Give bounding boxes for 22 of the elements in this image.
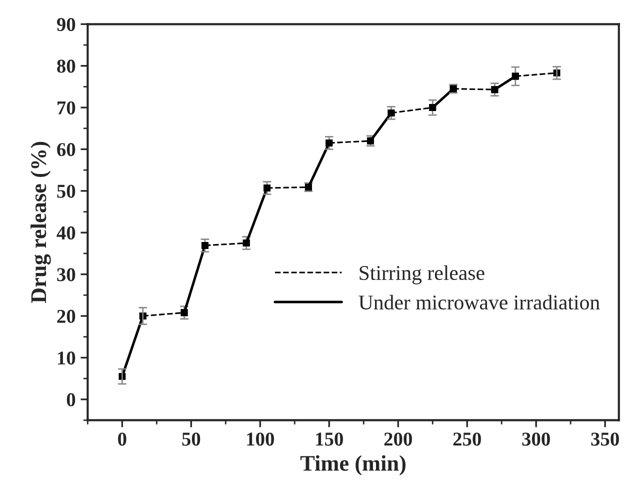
y-tick-label: 80 (57, 60, 76, 73)
x-tick-label: 0 (118, 432, 126, 446)
y-tick-label: 20 (57, 310, 76, 323)
x-tick-label: 150 (316, 432, 343, 446)
x-tick-label: 250 (453, 432, 481, 446)
legend-label: Stirring release (360, 265, 484, 284)
y-tick-label: 30 (57, 268, 76, 282)
x-axis-title: Time (min) (300, 455, 406, 476)
y-tick-label: 60 (57, 143, 76, 156)
x-tick-label: 100 (247, 432, 274, 446)
y-tick-label: 0 (66, 393, 76, 406)
legend-label: Under microwave irradiation (358, 294, 600, 310)
x-tick-label: 200 (384, 432, 412, 446)
x-tick-label: 300 (522, 432, 550, 446)
y-tick-label: 90 (56, 18, 76, 32)
x-tick-label: 50 (182, 432, 200, 446)
y-tick-label: 10 (58, 351, 76, 365)
y-axis-title: Drug release (%) (30, 142, 51, 304)
y-tick-label: 70 (58, 101, 76, 114)
y-tick-label: 40 (56, 226, 76, 240)
x-tick-label: 350 (591, 432, 619, 446)
y-tick-label: 50 (57, 184, 76, 198)
